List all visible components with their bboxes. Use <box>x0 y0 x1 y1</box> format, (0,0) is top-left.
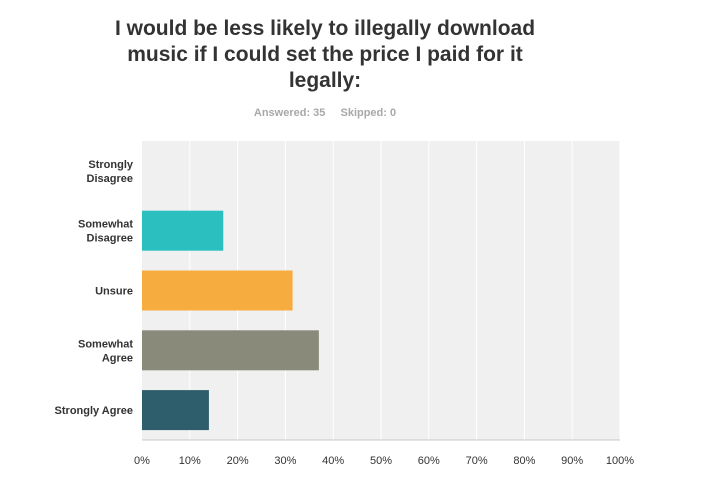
category-label: Disagree <box>87 233 133 245</box>
category-label: Unsure <box>95 286 133 298</box>
x-tick-label: 100% <box>606 455 634 467</box>
bar <box>142 390 209 431</box>
bar <box>142 210 224 251</box>
answered-count: Answered: 35 <box>253 107 326 119</box>
bar <box>142 270 293 311</box>
category-label: Disagree <box>87 173 133 185</box>
x-tick-label: 90% <box>561 455 583 467</box>
bar <box>142 330 319 371</box>
x-tick-label: 10% <box>179 455 201 467</box>
x-tick-label: 80% <box>513 455 535 467</box>
x-tick-label: 70% <box>466 455 488 467</box>
x-tick-label: 40% <box>322 455 344 467</box>
x-tick-label: 0% <box>134 455 150 467</box>
x-tick-label: 20% <box>227 455 249 467</box>
x-tick-label: 30% <box>274 455 296 467</box>
chart-title: I would be less likely to illegally down… <box>114 17 536 92</box>
x-tick-label: 60% <box>418 455 440 467</box>
x-tick-label: 50% <box>370 455 392 467</box>
category-label: Somewhat <box>78 338 133 350</box>
category-label: Agree <box>102 352 133 364</box>
skipped-count: Skipped: 0 <box>340 107 397 119</box>
category-label: Strongly <box>88 159 133 171</box>
category-label: Strongly Agree <box>55 405 133 417</box>
category-label: Somewhat <box>78 219 133 231</box>
response-counts: Answered: 35 Skipped: 0 <box>0 107 650 119</box>
